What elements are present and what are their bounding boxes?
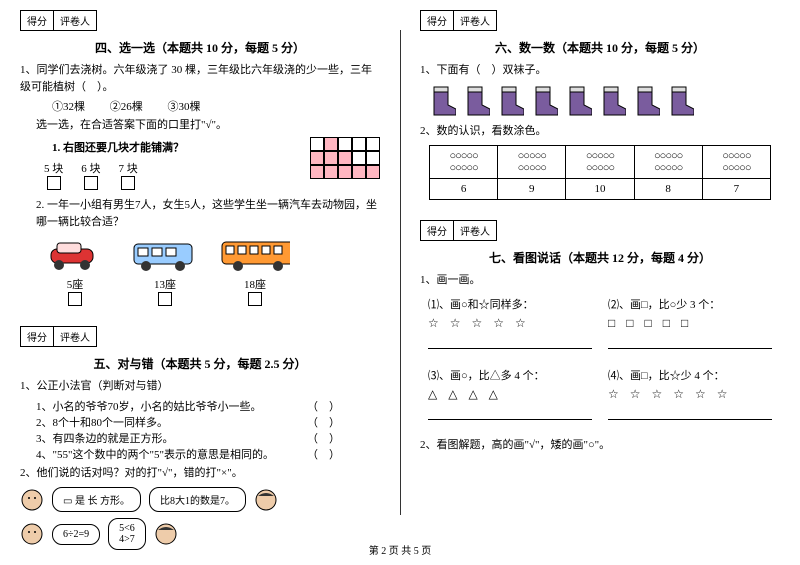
score-box-4: 得分 评卷人: [20, 10, 97, 31]
section-6-title: 六、数一数（本题共 10 分，每题 5 分）: [420, 39, 780, 56]
score-label: 得分: [421, 221, 454, 240]
cell-a-label: ⑴、画○和☆同样多：: [428, 296, 592, 312]
section-4-title: 四、选一选（本题共 10 分，每题 5 分）: [20, 39, 380, 56]
boot-icon: [634, 85, 660, 117]
q4-1-opts: ①32棵 ②26棵 ③30棵: [20, 98, 380, 114]
q4-1: 1、同学们去浇树。六年级浇了 30 棵，三年级比六年级浇的少一些，三年级可能植树…: [20, 62, 380, 95]
grader-label: 评卷人: [54, 11, 96, 30]
bracket: （ ）: [307, 446, 340, 462]
checkbox[interactable]: [121, 176, 135, 190]
boot-icon: [498, 85, 524, 117]
score-label: 得分: [21, 327, 54, 346]
q4-1-sub1: 1. 右图还要几块才能铺满？: [20, 140, 302, 157]
boot-icon: [430, 85, 456, 117]
q5-2: 2、他们说的话对吗？对的打"√"，错的打"×"。: [20, 465, 380, 482]
grader-label: 评卷人: [454, 221, 496, 240]
opt-c: ③30棵: [168, 101, 201, 113]
seat-5: 5座: [40, 276, 110, 292]
block-grid: [310, 137, 380, 179]
cell-b-label: ⑵、画□，比○少 3 个：: [608, 296, 772, 312]
num-8: 8: [634, 179, 702, 200]
dots-cell: ○○○○○○○○○○: [702, 146, 770, 179]
dots-cell: ○○○○○○○○○○: [498, 146, 566, 179]
opt-7: 7 块: [119, 160, 138, 176]
number-table: ○○○○○○○○○○ ○○○○○○○○○○ ○○○○○○○○○○ ○○○○○○○…: [429, 145, 771, 200]
checkbox[interactable]: [158, 292, 172, 306]
score-label: 得分: [421, 11, 454, 30]
score-box-5: 得分 评卷人: [20, 326, 97, 347]
right-column: 得分 评卷人 六、数一数（本题共 10 分，每题 5 分） 1、下面有（ ）双袜…: [400, 0, 800, 540]
boot-icon: [532, 85, 558, 117]
q4-2: 2. 一年一小组有男生7人，女生5人，这些学生坐一辆汽车去动物园，坐哪一辆比较合…: [20, 197, 380, 230]
cell-a-shapes: ☆ ☆ ☆ ☆ ☆: [428, 316, 592, 331]
answer-line[interactable]: [428, 406, 592, 420]
score-box-6: 得分 评卷人: [420, 10, 497, 31]
face-icon: [20, 488, 44, 512]
q6-1: 1、下面有（ ）双袜子。: [420, 62, 780, 79]
page-footer: 第 2 页 共 5 页: [0, 542, 800, 557]
checkbox[interactable]: [47, 176, 61, 190]
cell-d-shapes: ☆ ☆ ☆ ☆ ☆ ☆: [608, 387, 772, 402]
opt-a: ①32棵: [52, 101, 85, 113]
bracket: （ ）: [307, 414, 340, 430]
dots-cell: ○○○○○○○○○○: [566, 146, 634, 179]
q6-2: 2、数的认识，看数涂色。: [420, 123, 780, 140]
bus-icon: [220, 236, 290, 276]
draw-grid: ⑴、画○和☆同样多： ☆ ☆ ☆ ☆ ☆ ⑵、画□，比○少 3 个： □ □ □…: [420, 292, 780, 434]
cell-c-label: ⑶、画○，比△多 4 个：: [428, 367, 592, 383]
section-7-title: 七、看图说话（本题共 12 分，每题 4 分）: [420, 249, 780, 266]
vehicles-row: 5座 13座 18座: [40, 236, 380, 306]
tf-a: 1、小名的爷爷70岁，小名的姑比爷爷小一些。: [36, 398, 262, 414]
q7-2: 2、看图解题，高的画"√"，矮的画"○"。: [420, 437, 780, 454]
dots-cell: ○○○○○○○○○○: [430, 146, 498, 179]
section-5-title: 五、对与错（本题共 5 分，每题 2.5 分）: [20, 355, 380, 372]
boot-icon: [600, 85, 626, 117]
tf-d: 4、"55"这个数中的两个"5"表示的意思是相同的。: [36, 446, 274, 462]
bubble-a: ▭ 是 长 方形。: [52, 487, 141, 512]
q4-1-sub: 选一选，在合适答案下面的口里打"√"。: [20, 117, 380, 134]
boot-icon: [464, 85, 490, 117]
grader-label: 评卷人: [54, 327, 96, 346]
checkbox[interactable]: [84, 176, 98, 190]
checkbox[interactable]: [248, 292, 262, 306]
cell-b-shapes: □ □ □ □ □: [608, 316, 772, 331]
bubble-b: 比8大1的数是7。: [149, 487, 246, 512]
boot-icon: [668, 85, 694, 117]
tf-b: 2、8个十和80个一同样多。: [36, 414, 168, 430]
num-9: 9: [498, 179, 566, 200]
boot-icon: [566, 85, 592, 117]
block-options: 5 块 6 块 7 块: [44, 160, 302, 190]
dots-cell: ○○○○○○○○○○: [634, 146, 702, 179]
seat-13: 13座: [130, 276, 200, 292]
answer-line[interactable]: [428, 335, 592, 349]
minibus-icon: [130, 236, 200, 276]
opt-b: ②26棵: [110, 101, 143, 113]
num-6: 6: [430, 179, 498, 200]
grader-label: 评卷人: [454, 11, 496, 30]
face-icon: [254, 488, 278, 512]
left-column: 得分 评卷人 四、选一选（本题共 10 分，每题 5 分） 1、同学们去浇树。六…: [0, 0, 400, 540]
bubble-row-1: ▭ 是 长 方形。 比8大1的数是7。: [20, 487, 380, 512]
checkbox[interactable]: [68, 292, 82, 306]
bracket: （ ）: [307, 398, 340, 414]
opt-5: 5 块: [44, 160, 63, 176]
cell-d-label: ⑷、画□，比☆少 4 个：: [608, 367, 772, 383]
q5-1: 1、公正小法官（判断对与错）: [20, 378, 380, 395]
seat-18: 18座: [220, 276, 290, 292]
score-label: 得分: [21, 11, 54, 30]
score-box-7: 得分 评卷人: [420, 220, 497, 241]
answer-line[interactable]: [608, 335, 772, 349]
num-10: 10: [566, 179, 634, 200]
cell-c-shapes: △ △ △ △: [428, 387, 592, 402]
q7-1: 1、画一画。: [420, 272, 780, 289]
answer-line[interactable]: [608, 406, 772, 420]
bracket: （ ）: [307, 430, 340, 446]
num-7: 7: [702, 179, 770, 200]
opt-6: 6 块: [81, 160, 100, 176]
boots-row: [430, 85, 780, 117]
car-icon: [40, 236, 110, 276]
tf-c: 3、有四条边的就是正方形。: [36, 430, 174, 446]
